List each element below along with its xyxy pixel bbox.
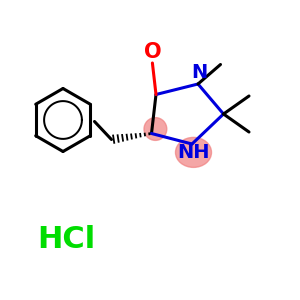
Circle shape	[144, 118, 167, 140]
Text: N: N	[191, 62, 207, 82]
Text: HCl: HCl	[37, 226, 95, 254]
Text: O: O	[144, 42, 161, 62]
Ellipse shape	[176, 137, 212, 167]
Text: NH: NH	[177, 143, 210, 163]
